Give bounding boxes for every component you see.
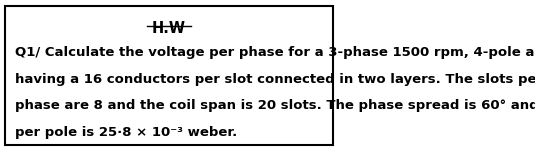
FancyBboxPatch shape: [5, 6, 333, 145]
Text: H.W: H.W: [152, 21, 186, 36]
Text: per pole is 25·8 × 10⁻³ weber.: per pole is 25·8 × 10⁻³ weber.: [15, 126, 237, 139]
Text: phase are 8 and the coil span is 20 slots. The phase spread is 60° and the flux: phase are 8 and the coil span is 20 slot…: [15, 99, 535, 112]
Text: having a 16 conductors per slot connected in two layers. The slots per pole per: having a 16 conductors per slot connecte…: [15, 72, 535, 85]
Text: Q1/ Calculate the voltage per phase for a 3-phase 1500 rpm, 4-pole alternator: Q1/ Calculate the voltage per phase for …: [15, 46, 535, 59]
